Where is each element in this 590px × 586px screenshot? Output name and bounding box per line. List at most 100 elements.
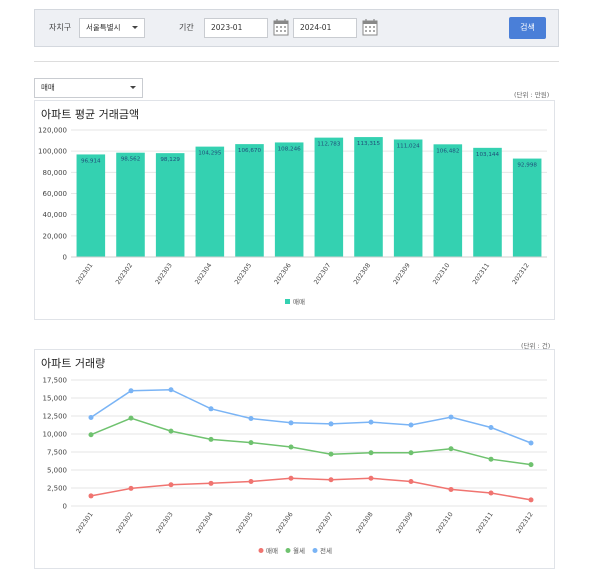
data-point <box>408 422 414 428</box>
data-point <box>368 450 374 456</box>
data-point <box>408 479 414 485</box>
line-chart-panel: 아파트 거래량 0 2,500 5,000 7,500 10,000 12,500 15,0… <box>34 349 555 569</box>
data-point <box>368 475 374 481</box>
data-point <box>208 406 214 412</box>
bar-value-label: 98,562 <box>121 157 141 163</box>
data-point <box>128 388 134 394</box>
data-point <box>248 479 254 485</box>
region-select-value: 서울특별시 <box>86 23 121 32</box>
bar <box>274 142 304 257</box>
data-point <box>328 421 334 427</box>
calendar-icon[interactable] <box>362 18 378 36</box>
x-tick-label: 202304 <box>195 511 215 535</box>
filter-bar: 자치구 서울특별시 기간 2023-01 2024-01 검색 <box>34 9 559 47</box>
start-date-input[interactable]: 2023-01 <box>204 18 268 38</box>
bar-value-label: 106,670 <box>238 148 262 154</box>
x-tick-label: 202309 <box>392 262 412 286</box>
region-label: 자치구 <box>49 23 72 32</box>
y-tick-label: 20,000 <box>43 232 68 240</box>
bar <box>116 152 145 257</box>
bar <box>433 144 463 257</box>
data-point <box>248 440 254 446</box>
end-date-value: 2024-01 <box>300 23 332 32</box>
data-point <box>488 425 494 431</box>
x-tick-label: 202310 <box>435 511 455 535</box>
bar-value-label: 111,024 <box>397 143 421 149</box>
bar-value-label: 108,246 <box>278 146 302 152</box>
data-point <box>448 446 454 452</box>
start-date-value: 2023-01 <box>211 23 243 32</box>
y-tick-label: 15,000 <box>43 395 68 403</box>
legend-label: 월세 <box>293 546 305 555</box>
data-point <box>528 497 534 503</box>
calendar-icon[interactable] <box>273 18 289 36</box>
data-point <box>288 420 294 426</box>
search-button[interactable]: 검색 <box>509 17 546 39</box>
data-point <box>528 462 534 468</box>
x-tick-label: 202308 <box>353 262 373 286</box>
x-tick-label: 202309 <box>395 511 415 535</box>
transaction-type-select[interactable]: 매매 <box>34 78 143 98</box>
y-tick-label: 5,000 <box>47 467 67 475</box>
bar-unit-note: (단위 : 만원) <box>514 91 550 99</box>
legend-label: 매매 <box>293 298 305 306</box>
x-tick-label: 202312 <box>515 511 535 535</box>
data-point <box>288 444 294 450</box>
line-chart-title: 아파트 거래량 <box>41 357 106 370</box>
data-point <box>168 387 174 393</box>
x-tick-label: 202307 <box>315 511 335 535</box>
bar <box>235 144 264 257</box>
bar-value-label: 96,914 <box>81 158 101 164</box>
chevron-down-icon <box>130 86 136 89</box>
x-tick-label: 202311 <box>475 511 495 535</box>
y-tick-label: 0 <box>63 503 67 511</box>
x-tick-label: 202302 <box>115 262 135 286</box>
data-point <box>128 415 134 421</box>
y-tick-label: 2,500 <box>47 485 67 493</box>
x-tick-label: 202307 <box>313 262 333 286</box>
x-tick-label: 202311 <box>472 262 492 286</box>
data-point <box>168 428 174 434</box>
end-date-input[interactable]: 2024-01 <box>293 18 357 38</box>
region-select[interactable]: 서울특별시 <box>79 18 145 38</box>
y-tick-label: 40,000 <box>43 211 68 219</box>
y-tick-label: 100,000 <box>38 148 67 156</box>
bar <box>76 154 106 257</box>
series-line <box>90 388 532 444</box>
y-tick-label: 7,500 <box>47 449 67 457</box>
bar <box>473 147 502 257</box>
data-point <box>88 432 94 438</box>
data-point <box>368 419 374 425</box>
y-tick-label: 0 <box>63 254 67 262</box>
bar-value-label: 98,129 <box>160 157 180 163</box>
data-point <box>88 493 94 499</box>
x-tick-label: 202306 <box>273 262 293 286</box>
bar <box>393 139 423 257</box>
data-point <box>248 416 254 422</box>
legend-swatch <box>258 548 264 553</box>
x-tick-label: 202303 <box>154 262 174 286</box>
x-tick-label: 202304 <box>194 262 214 286</box>
bar <box>314 137 344 257</box>
legend-swatch <box>285 299 290 304</box>
x-tick-label: 202303 <box>155 511 175 535</box>
data-point <box>208 480 214 486</box>
bar <box>354 137 383 257</box>
bar <box>195 146 225 257</box>
bar-chart-panel: 아파트 평균 거래금액 0 20,000 40,000 60,000 80,000 100… <box>34 100 555 320</box>
x-tick-label: 202312 <box>511 262 531 286</box>
data-point <box>488 456 494 462</box>
line-chart: 0 2,500 5,000 7,500 10,000 12,500 15,000 17,500… <box>43 377 547 555</box>
bar <box>155 153 185 257</box>
x-tick-label: 202305 <box>234 262 254 286</box>
x-tick-label: 202310 <box>432 262 452 286</box>
data-point <box>128 485 134 491</box>
bar-value-label: 106,482 <box>436 148 459 154</box>
y-tick-label: 17,500 <box>43 377 68 385</box>
x-tick-label: 202308 <box>355 511 375 535</box>
series-line <box>90 477 532 501</box>
data-point <box>328 477 334 483</box>
x-tick-label: 202302 <box>115 511 135 535</box>
y-tick-label: 12,500 <box>43 413 68 421</box>
data-point <box>88 414 94 420</box>
